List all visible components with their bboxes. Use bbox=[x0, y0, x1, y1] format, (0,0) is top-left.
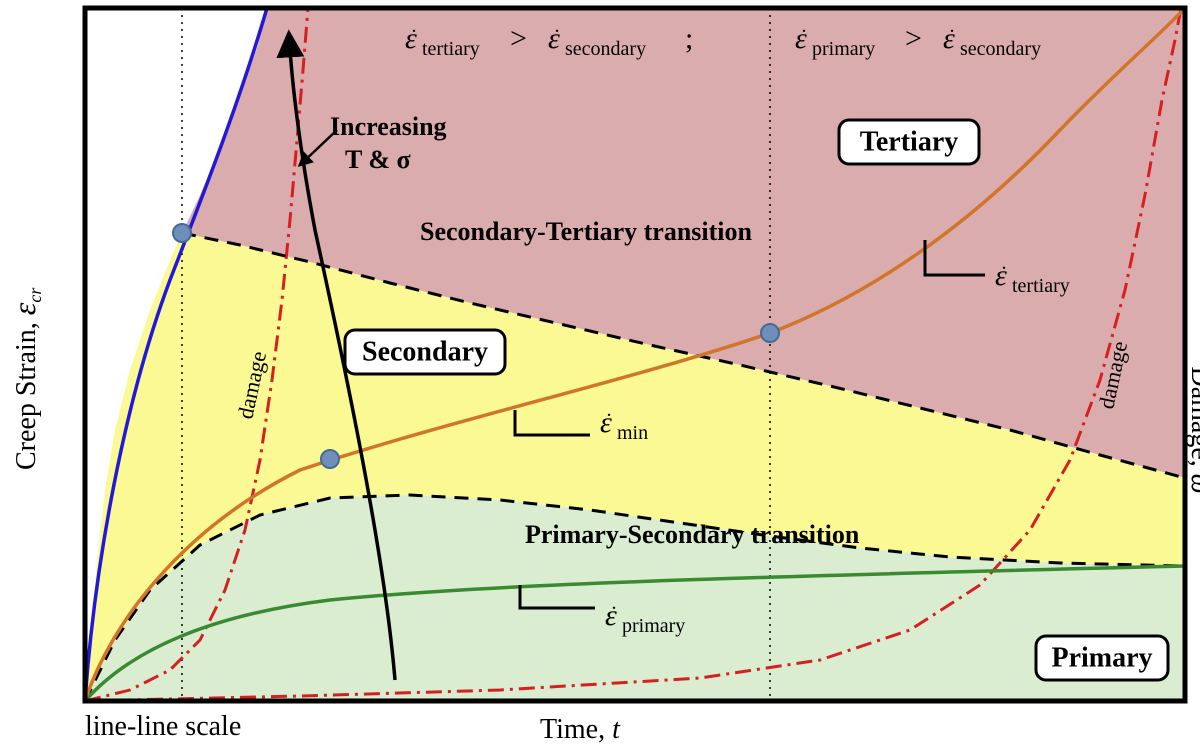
subcaption: line-line scale bbox=[85, 711, 241, 742]
creep-diagram: ε. tertiary > ε. secondary ; ε. primary … bbox=[0, 0, 1200, 754]
svg-text:>: > bbox=[510, 22, 527, 55]
increasing-label-line2: T & σ bbox=[345, 145, 411, 174]
svg-text:min: min bbox=[617, 422, 648, 444]
svg-text:.: . bbox=[555, 15, 560, 37]
svg-text:secondary: secondary bbox=[960, 38, 1041, 60]
svg-text:.: . bbox=[612, 592, 617, 614]
svg-text:primary: primary bbox=[812, 38, 875, 60]
svg-text:Damage, ω: Damage, ω bbox=[1185, 366, 1200, 493]
label-pri-sec-transition: Primary-Secondary transition bbox=[525, 520, 860, 549]
label-secondary: Secondary bbox=[362, 336, 488, 367]
svg-text:tertiary: tertiary bbox=[1012, 275, 1070, 297]
svg-text:.: . bbox=[802, 15, 807, 37]
svg-text:Creep Strain, εcr: Creep Strain, εcr bbox=[6, 287, 45, 470]
svg-text:;: ; bbox=[685, 22, 693, 55]
label-tertiary: Tertiary bbox=[860, 126, 959, 157]
svg-text:>: > bbox=[905, 22, 922, 55]
label-primary: Primary bbox=[1051, 642, 1152, 673]
svg-text:.: . bbox=[1002, 252, 1007, 274]
svg-text:.: . bbox=[607, 399, 612, 421]
increasing-label-line1: Increasing bbox=[330, 112, 447, 141]
svg-text:Time, t: Time, t bbox=[540, 714, 621, 745]
svg-text:secondary: secondary bbox=[565, 38, 646, 60]
svg-text:primary: primary bbox=[622, 615, 685, 637]
svg-text:.: . bbox=[950, 15, 955, 37]
svg-text:tertiary: tertiary bbox=[422, 38, 480, 60]
svg-text:.: . bbox=[412, 15, 417, 37]
label-sec-ter-transition: Secondary-Tertiary transition bbox=[420, 217, 752, 246]
